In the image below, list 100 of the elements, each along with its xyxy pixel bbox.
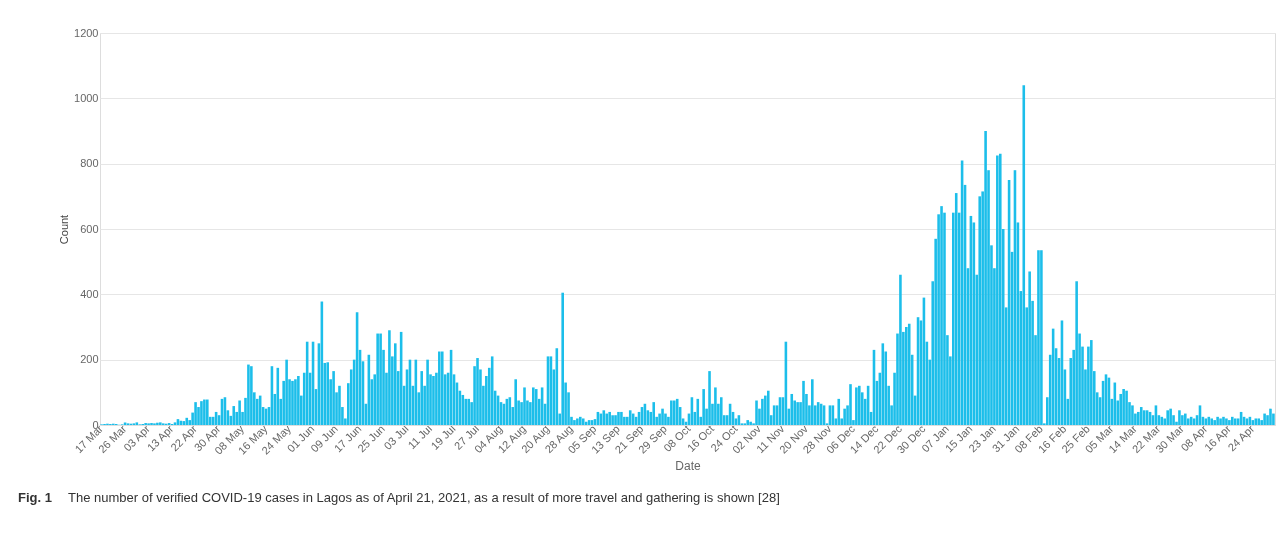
- bar: [670, 400, 673, 425]
- y-tick-label: 200: [80, 353, 99, 366]
- bar: [1222, 416, 1225, 425]
- bar: [576, 418, 579, 425]
- bar: [696, 398, 700, 425]
- y-axis-title: Count: [58, 214, 71, 245]
- bar: [652, 402, 656, 425]
- bar: [1090, 340, 1093, 425]
- bar: [338, 385, 341, 425]
- bar: [611, 415, 614, 425]
- bar: [291, 380, 294, 425]
- bar: [476, 358, 479, 425]
- bar: [185, 417, 189, 425]
- bar: [464, 398, 468, 425]
- bar: [379, 333, 382, 425]
- bar: [247, 364, 250, 425]
- bar: [432, 376, 435, 425]
- bar: [702, 389, 705, 425]
- bar: [573, 420, 576, 425]
- bar: [1263, 413, 1266, 425]
- y-tick-label: 600: [80, 222, 99, 235]
- text: The number of verified COVID-19 cases in Lagos as of April 21, 2021, as a result of more travel and gathering is shown [28]: [68, 490, 780, 505]
- bar: [332, 371, 335, 425]
- y-tick-label: 1200: [74, 26, 99, 39]
- bar: [1040, 250, 1043, 425]
- bar: [1028, 271, 1031, 425]
- bar: [940, 206, 943, 425]
- bar: [206, 399, 209, 425]
- bar: [623, 416, 626, 425]
- bar: [1213, 420, 1216, 425]
- bar: [326, 362, 330, 425]
- bar: [1231, 416, 1234, 425]
- bar: [1075, 281, 1078, 425]
- bar: [664, 413, 667, 425]
- caption: Fig. 1: [18, 490, 52, 505]
- bar: [438, 351, 441, 425]
- bar: [907, 323, 911, 425]
- bar: [1122, 389, 1125, 425]
- bar: [714, 387, 717, 425]
- bar: [426, 359, 429, 425]
- bar: [200, 401, 203, 425]
- bar: [1125, 390, 1128, 425]
- bar: [790, 393, 794, 425]
- bar: [899, 274, 902, 425]
- bar: [294, 379, 297, 425]
- bar: [297, 376, 300, 425]
- bar: [858, 385, 861, 425]
- bar: [376, 333, 379, 425]
- y-tick-label: 800: [80, 157, 99, 170]
- bar: [984, 131, 987, 425]
- bar: [1228, 420, 1231, 425]
- bar: [534, 389, 538, 425]
- bar: [811, 379, 814, 425]
- bar: [1022, 85, 1026, 425]
- bar: [905, 327, 908, 425]
- bar: [843, 408, 846, 425]
- bar: [1137, 411, 1140, 425]
- bar: [802, 380, 805, 425]
- bar: [523, 387, 526, 425]
- bar: [1269, 408, 1272, 425]
- bar: [1272, 413, 1275, 425]
- bar: [661, 408, 664, 425]
- bar: [393, 343, 397, 425]
- bar: [1219, 418, 1222, 425]
- bar: [1225, 418, 1228, 425]
- bar: [1131, 405, 1134, 425]
- bar: [849, 384, 852, 425]
- bar: [998, 153, 1002, 425]
- bar: [855, 387, 858, 425]
- bar: [1184, 413, 1187, 425]
- bar: [440, 351, 444, 425]
- bar: [467, 398, 470, 425]
- bar: [796, 402, 799, 425]
- bar: [658, 413, 661, 425]
- bar: [755, 400, 758, 425]
- bar: [954, 193, 958, 425]
- bar: [837, 398, 841, 425]
- bar: [719, 397, 723, 425]
- bar: [620, 411, 623, 425]
- bar: [1178, 410, 1181, 425]
- bar: [238, 400, 241, 425]
- bar: [232, 406, 236, 425]
- bar: [194, 402, 197, 425]
- bar: [1119, 393, 1122, 425]
- bar: [675, 398, 679, 425]
- x-axis-title: Date: [675, 458, 701, 473]
- bar: [388, 330, 391, 425]
- bar: [514, 379, 517, 425]
- bar: [1169, 408, 1172, 425]
- bar: [766, 390, 770, 425]
- bar: [561, 292, 564, 425]
- bar: [579, 416, 582, 425]
- bar: [1166, 410, 1169, 425]
- bar: [996, 155, 999, 425]
- bar: [532, 387, 535, 425]
- bar: [764, 395, 767, 425]
- bar: [420, 371, 423, 425]
- bar: [617, 411, 620, 425]
- bar: [203, 399, 206, 425]
- bar: [250, 366, 253, 425]
